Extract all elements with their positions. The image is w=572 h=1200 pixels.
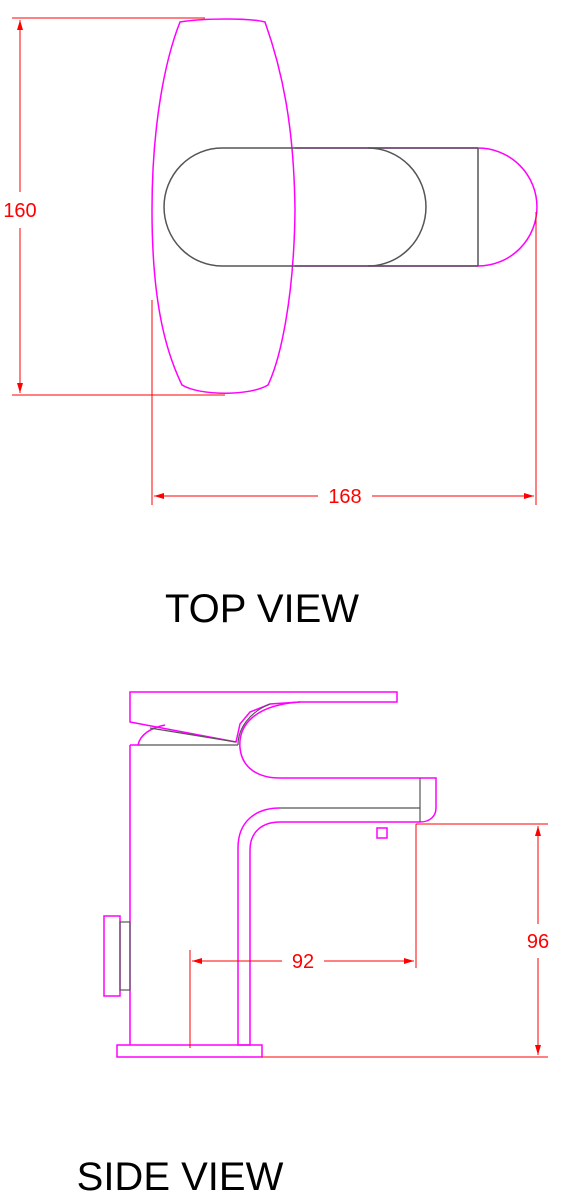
- dimension-160: 160: [3, 17, 225, 396]
- dimension-label-96: 96: [527, 931, 549, 953]
- side-view-lever-curve: [239, 701, 301, 779]
- side-view-lever-diagonal: [149, 727, 237, 743]
- side-view-lever-top: [129, 691, 398, 743]
- dimension-96: 96: [262, 823, 549, 1058]
- side-view-side-button: [103, 915, 121, 997]
- top-view-base-outline: [151, 18, 296, 394]
- side-view: 92 96 SIDE VIEW: [77, 691, 549, 1199]
- side-view-aerator: [376, 827, 388, 839]
- top-view: 160 168 TOP VIEW: [3, 17, 538, 631]
- dimension-168: 168: [151, 212, 537, 508]
- dimension-label-92: 92: [292, 951, 314, 973]
- dimension-label-168: 168: [328, 486, 361, 508]
- side-view-spout-outline: [237, 777, 437, 1046]
- side-view-side-button-collar: [119, 921, 131, 991]
- side-view-title: SIDE VIEW: [77, 1155, 284, 1199]
- top-view-lever-outline: [295, 147, 538, 267]
- side-view-lever-cap: [137, 724, 166, 746]
- side-view-lever-inner-curve: [237, 703, 271, 746]
- dimension-label-160: 160: [3, 200, 36, 222]
- top-view-title: TOP VIEW: [165, 587, 359, 631]
- dimension-92: 92: [189, 824, 417, 1048]
